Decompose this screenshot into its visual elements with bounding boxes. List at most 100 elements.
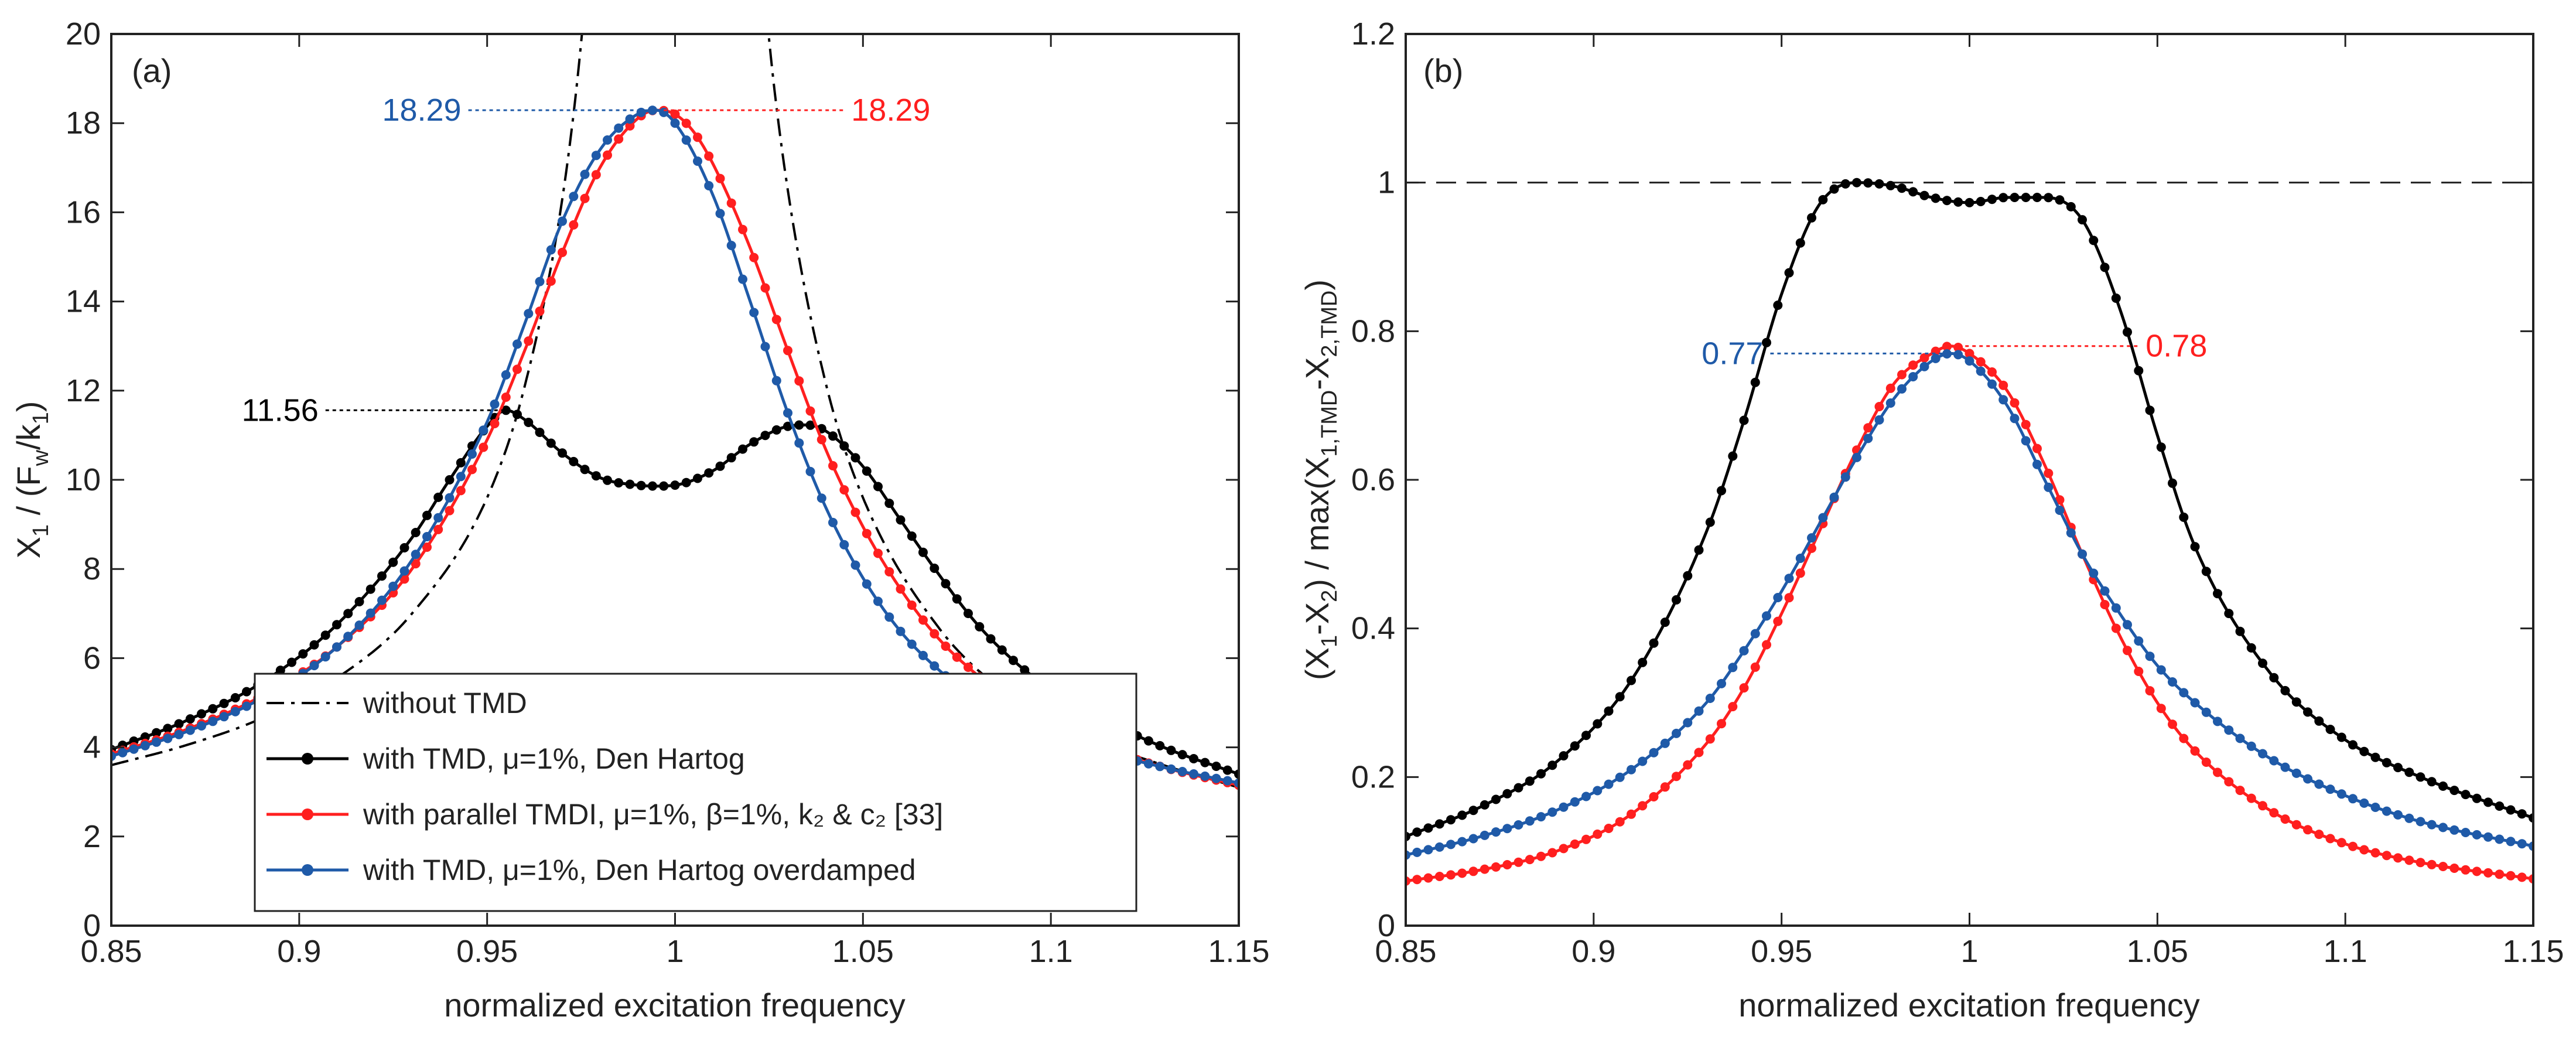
data-point [1717,678,1726,688]
data-point [693,473,702,483]
data-point [513,339,522,349]
data-point [2213,767,2222,777]
data-point [1807,533,1816,543]
panel-b-axes-frame [1405,33,2534,927]
data-point [2404,813,2414,823]
data-point [2123,620,2132,630]
data-point [1784,574,1794,584]
data-point [884,499,894,509]
data-point [805,406,815,416]
data-point [479,442,488,452]
data-point [1593,719,1603,729]
data-point [2156,442,2166,452]
data-point [2089,236,2099,245]
data-point [1189,754,1198,763]
data-point [1885,180,1895,190]
data-point [174,729,184,739]
data-point [2258,749,2267,759]
data-point [1536,812,1546,822]
data-point [1502,860,1512,869]
data-point [2506,805,2516,815]
data-point [625,121,635,131]
data-point [2145,405,2155,415]
x-tick-label: 1.1 [2324,934,2367,969]
data-point [2348,740,2358,750]
data-point [1897,183,1907,193]
data-point [1728,451,1738,461]
data-point [1457,810,1467,820]
data-point [2032,459,2042,469]
x-tick-label: 0.85 [80,934,142,969]
data-point [1468,806,1478,816]
data-point [805,466,815,476]
data-point [873,548,883,558]
data-point [1874,402,1884,411]
data-point [2224,725,2234,735]
data-point [467,465,477,475]
data-point [456,472,466,482]
data-point [715,209,725,219]
series-markers-b-0 [1406,178,2533,841]
panel-a-legend: without TMD with TMD, μ=1%, Den Hartog wit… [254,673,1137,912]
data-point [377,571,387,581]
data-point [1434,819,1444,829]
data-point [2134,636,2144,646]
legend-entry: with TMD, μ=1%, Den Hartog [267,742,745,775]
data-point [1649,748,1659,758]
data-point [1897,370,1907,380]
data-point [1717,486,1726,496]
data-point [1852,452,1861,462]
data-point [1908,187,1918,197]
data-point [603,135,612,145]
data-point [1784,268,1794,278]
data-point [1795,238,1805,248]
data-point [2303,707,2312,717]
data-point [1908,360,1918,370]
data-point [670,480,680,490]
data-point [524,336,534,346]
data-point [230,707,240,717]
data-point [2179,733,2189,743]
data-point [952,594,962,604]
data-point [2506,837,2516,847]
data-point [1672,595,1681,605]
data-point [1570,741,1580,751]
data-point [591,471,601,481]
data-point [2336,732,2346,742]
data-point [2461,828,2471,837]
data-point [152,737,161,747]
panel-a-chart: 0.85 0.9 0.95 1 1.05 1.1 1.15 0 2 4 6 8 10 12 14 16 18 20… [10,16,1270,1023]
data-point [445,493,455,503]
x-tick-label: 0.95 [1751,934,1812,969]
data-point [2156,665,2166,675]
data-point [1446,870,1456,880]
data-point [918,615,928,625]
data-point [862,528,872,538]
panel-b-xlabel: normalized excitation frequency [1738,987,2200,1023]
y-tick-label: 1 [1378,165,1395,200]
data-point [2190,698,2200,708]
data-point [1987,195,1997,204]
data-point [2427,777,2437,787]
data-point [907,601,917,610]
data-point [2461,865,2471,875]
data-point [1457,837,1467,847]
data-point [1581,731,1591,741]
data-point [952,652,962,662]
data-point [1795,554,1805,563]
series-markers-b-2 [1406,349,2533,860]
data-point [2258,801,2267,811]
data-point [1818,195,1828,204]
data-point [343,632,353,642]
data-point [783,408,792,418]
data-point [422,510,432,520]
data-point [918,650,928,660]
data-point [693,132,702,142]
data-point [907,531,917,541]
data-point [433,524,443,534]
data-point [1559,751,1569,761]
data-point [2010,193,2020,202]
data-point [1931,353,1940,363]
data-point [501,393,511,402]
data-point [513,364,522,374]
